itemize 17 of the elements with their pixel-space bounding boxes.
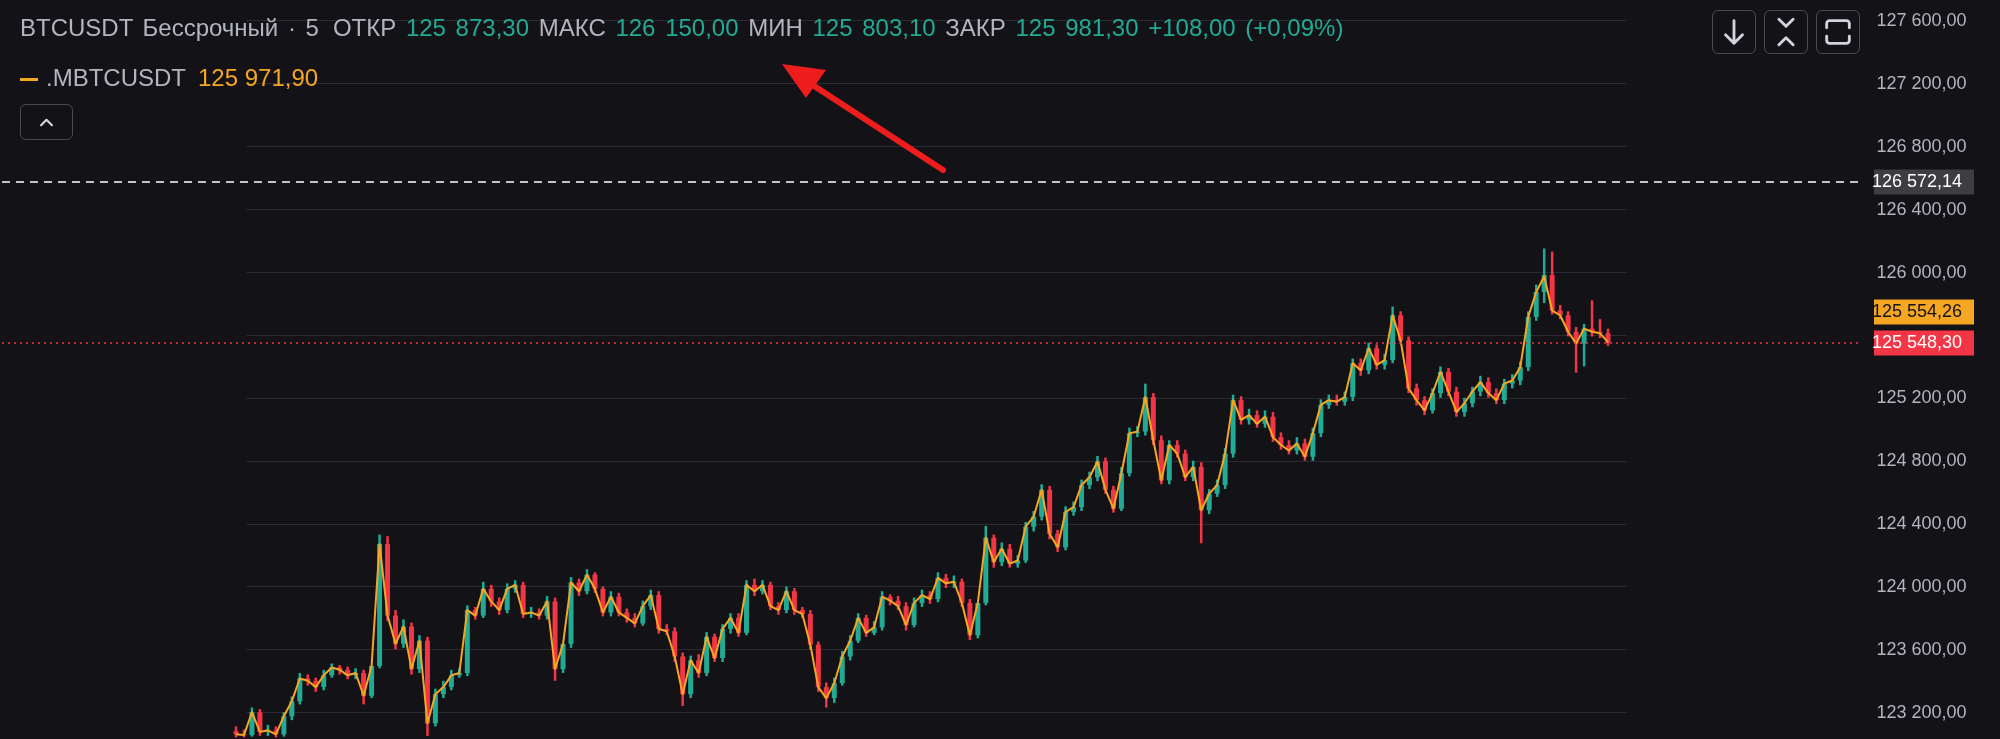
text: ОТКР 125 873,30 МАКС 126 150,00 МИН 125 803,10 ЗАКР 125 981,30 +108,00 (+0,09%): [332, 14, 1344, 41]
y-tick-label: 126 000,00: [1876, 261, 1967, 282]
y-tick-label: 123 200,00: [1876, 701, 1967, 722]
y-tick-label: 124 800,00: [1876, 450, 1967, 471]
ref-line-label: 126 572,14: [1872, 171, 1963, 192]
y-tick-label: 126 800,00: [1876, 135, 1967, 156]
y-tick-label: 127 600,00: [1876, 9, 1967, 30]
y-tick-label: 124 000,00: [1876, 575, 1967, 596]
legend-label: .MBTCUSDT: [46, 64, 186, 91]
text: BTCUSDT Бессрочный · 5: [20, 14, 319, 41]
annotation: 125 971,90: [198, 64, 319, 91]
y-tick-label: 124 400,00: [1876, 513, 1967, 534]
text: 125 554,26: [1872, 301, 1963, 322]
y-tick-label: 123 600,00: [1876, 638, 1967, 659]
y-tick-label: 125 200,00: [1876, 387, 1967, 408]
y-tick-label: 127 200,00: [1876, 72, 1967, 93]
y-tick-label: 126 400,00: [1876, 198, 1967, 219]
